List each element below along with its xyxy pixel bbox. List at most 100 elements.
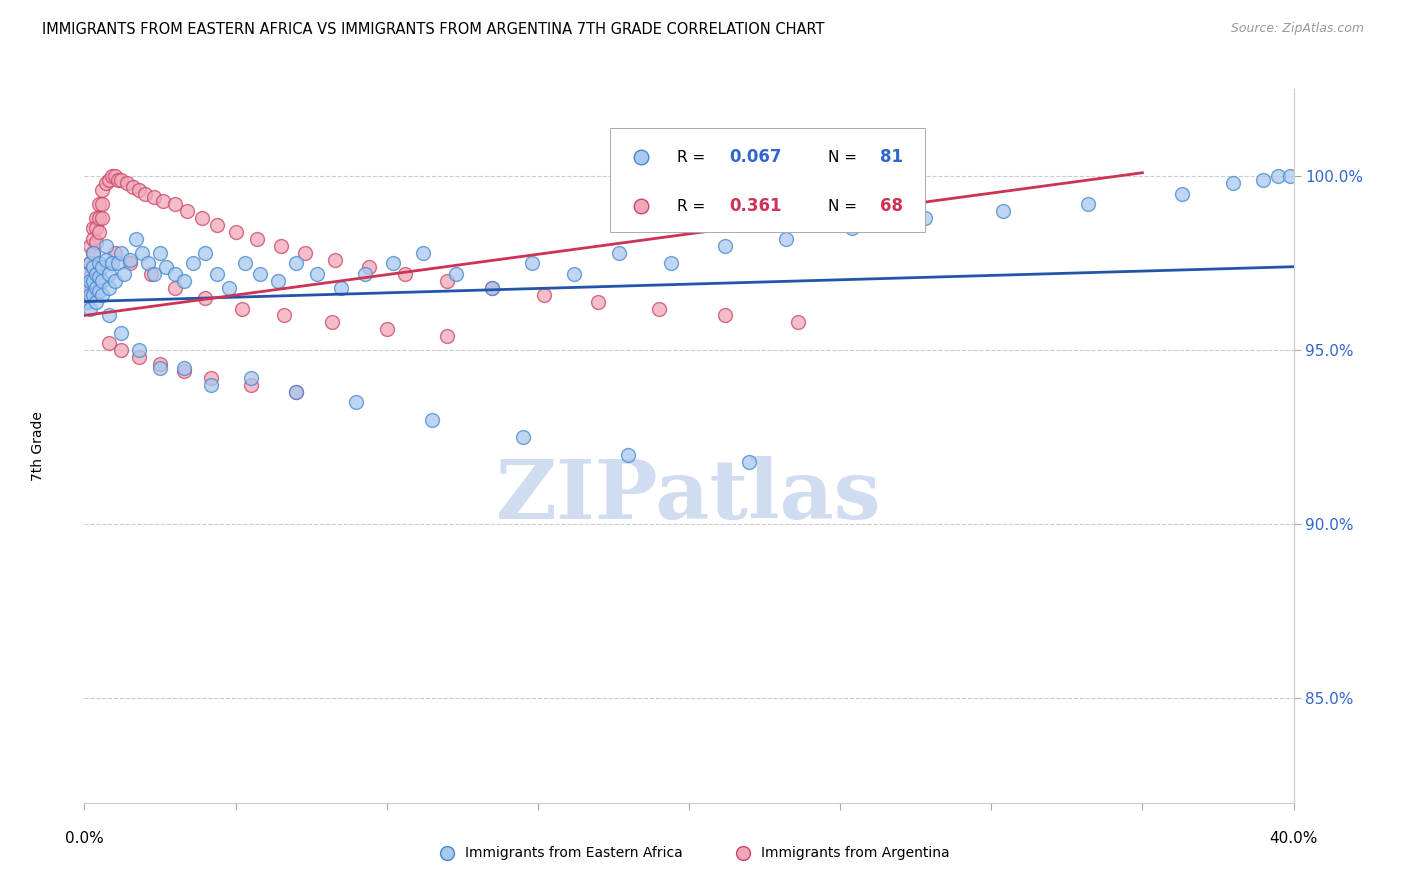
Point (100, 256, 122, 270)
Point (420, 413, 443, 427)
Point (273, 309, 295, 323)
Point (412, 245, 434, 260)
Point (648, 301, 671, 316)
Point (79, 284, 101, 298)
Point (714, 239, 737, 253)
Point (786, 315, 808, 329)
Point (86, 221, 108, 235)
Point (125, 232, 148, 246)
Point (481, 280, 503, 294)
Point (82, 221, 104, 235)
Point (97, 336, 120, 351)
Point (89, 225, 111, 239)
Point (285, 385, 308, 400)
Point (76, 267, 98, 281)
Point (354, 267, 377, 281)
Point (128, 183, 150, 197)
Text: IMMIGRANTS FROM EASTERN AFRICA VS IMMIGRANTS FROM ARGENTINA 7TH GRADE CORRELATIO: IMMIGRANTS FROM EASTERN AFRICA VS IMMIGR… (42, 22, 825, 37)
Point (173, 274, 195, 288)
Point (142, 267, 165, 281)
Point (82, 260, 104, 274)
Text: 40.0%: 40.0% (1270, 831, 1317, 847)
Point (914, 211, 936, 225)
Point (139, 267, 162, 281)
Point (533, 287, 555, 301)
Point (97, 172, 120, 186)
Point (285, 256, 308, 270)
Text: N =: N = (828, 150, 862, 165)
Point (89, 284, 111, 298)
Point (394, 267, 416, 281)
Point (86, 235, 108, 250)
Text: 0.067: 0.067 (728, 148, 782, 167)
Point (270, 239, 292, 253)
Point (100, 169, 122, 184)
Text: Immigrants from Argentina: Immigrants from Argentina (762, 846, 950, 860)
Point (94, 239, 117, 253)
Point (149, 357, 172, 371)
Point (738, 455, 761, 469)
Point (82, 232, 104, 246)
Point (82, 245, 104, 260)
Point (104, 245, 127, 260)
Point (118, 252, 141, 267)
Text: 68: 68 (880, 197, 903, 215)
Point (562, 267, 585, 281)
Point (82, 260, 104, 274)
Point (176, 204, 198, 219)
Point (321, 315, 343, 329)
Point (76, 280, 98, 294)
Point (520, 256, 543, 270)
Point (194, 245, 217, 260)
Text: Source: ZipAtlas.com: Source: ZipAtlas.com (1230, 22, 1364, 36)
Point (118, 256, 141, 270)
Point (588, 294, 610, 309)
Point (267, 274, 290, 288)
Point (91, 197, 114, 211)
Point (659, 256, 682, 270)
Point (110, 172, 132, 186)
Point (89, 270, 111, 285)
Point (775, 232, 797, 246)
Point (231, 301, 253, 316)
Point (128, 350, 150, 364)
Point (841, 221, 863, 235)
Point (993, 204, 1015, 219)
Point (110, 343, 132, 358)
Point (239, 371, 262, 385)
Point (104, 274, 127, 288)
Point (1077, 197, 1099, 211)
Point (609, 245, 631, 260)
Point (152, 194, 174, 208)
Point (249, 267, 271, 281)
Point (97, 267, 120, 281)
Point (79, 301, 101, 316)
Text: R =: R = (676, 150, 710, 165)
Point (79, 274, 101, 288)
Point (191, 211, 214, 225)
Point (104, 169, 127, 184)
Point (239, 378, 262, 392)
Point (481, 280, 503, 294)
Point (207, 267, 229, 281)
Point (207, 218, 229, 232)
Point (346, 395, 368, 409)
Point (173, 360, 195, 375)
Point (107, 256, 129, 270)
Text: Immigrants from Eastern Africa: Immigrants from Eastern Africa (465, 846, 683, 860)
Point (330, 280, 353, 294)
Text: N =: N = (828, 199, 862, 213)
Point (136, 256, 159, 270)
Point (110, 326, 132, 340)
Point (94, 252, 117, 267)
Text: ZIPatlas: ZIPatlas (496, 456, 882, 536)
Point (181, 256, 204, 270)
Point (1279, 169, 1302, 184)
Point (91, 183, 114, 197)
Point (110, 245, 132, 260)
Point (79, 270, 101, 285)
Text: 81: 81 (880, 148, 903, 167)
Point (91, 260, 114, 274)
Point (155, 260, 177, 274)
Point (121, 179, 143, 194)
